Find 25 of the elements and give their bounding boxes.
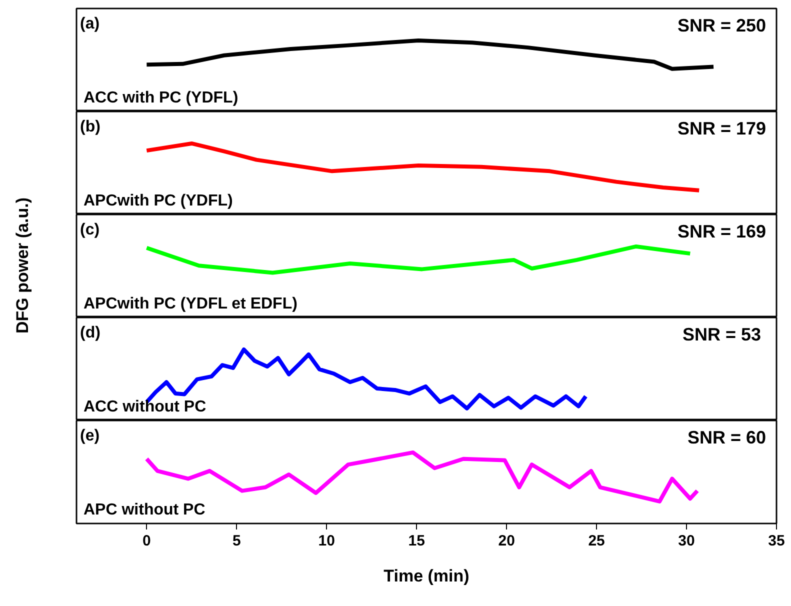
x-tick-label: 25	[588, 532, 605, 550]
annotation: APC without PC	[84, 501, 206, 518]
annotation: APCwith PC (YDFL et EDFL)	[84, 295, 298, 312]
text: SNR = 250	[677, 16, 766, 36]
text: (a)	[80, 16, 100, 33]
annotation: APCwith PC (YDFL)	[84, 192, 233, 210]
x-tick-label: 30	[678, 532, 695, 550]
text: SNR = 53	[682, 324, 762, 345]
x-axis-title: Time (min)	[384, 566, 470, 586]
text: SNR = 60	[687, 428, 766, 448]
x-tick-label: 0	[142, 532, 151, 550]
x-tick-label: 5	[232, 532, 241, 550]
text: (c)	[80, 222, 100, 239]
text: SNR = 169	[677, 222, 766, 242]
y-axis-title: DFG power (a.u.)	[13, 198, 32, 334]
x-tick-label: 20	[498, 532, 515, 550]
x-tick-label: 15	[408, 532, 425, 550]
text: (b)	[80, 118, 100, 136]
annotation: ACC without PC	[84, 398, 207, 416]
annotation: ACC with PC (YDFL)	[84, 89, 238, 106]
x-tick-label: 10	[318, 532, 335, 550]
text: (e)	[80, 428, 100, 445]
text: (d)	[80, 324, 100, 342]
text: SNR = 179	[677, 118, 766, 139]
x-tick-label: 35	[768, 532, 785, 550]
